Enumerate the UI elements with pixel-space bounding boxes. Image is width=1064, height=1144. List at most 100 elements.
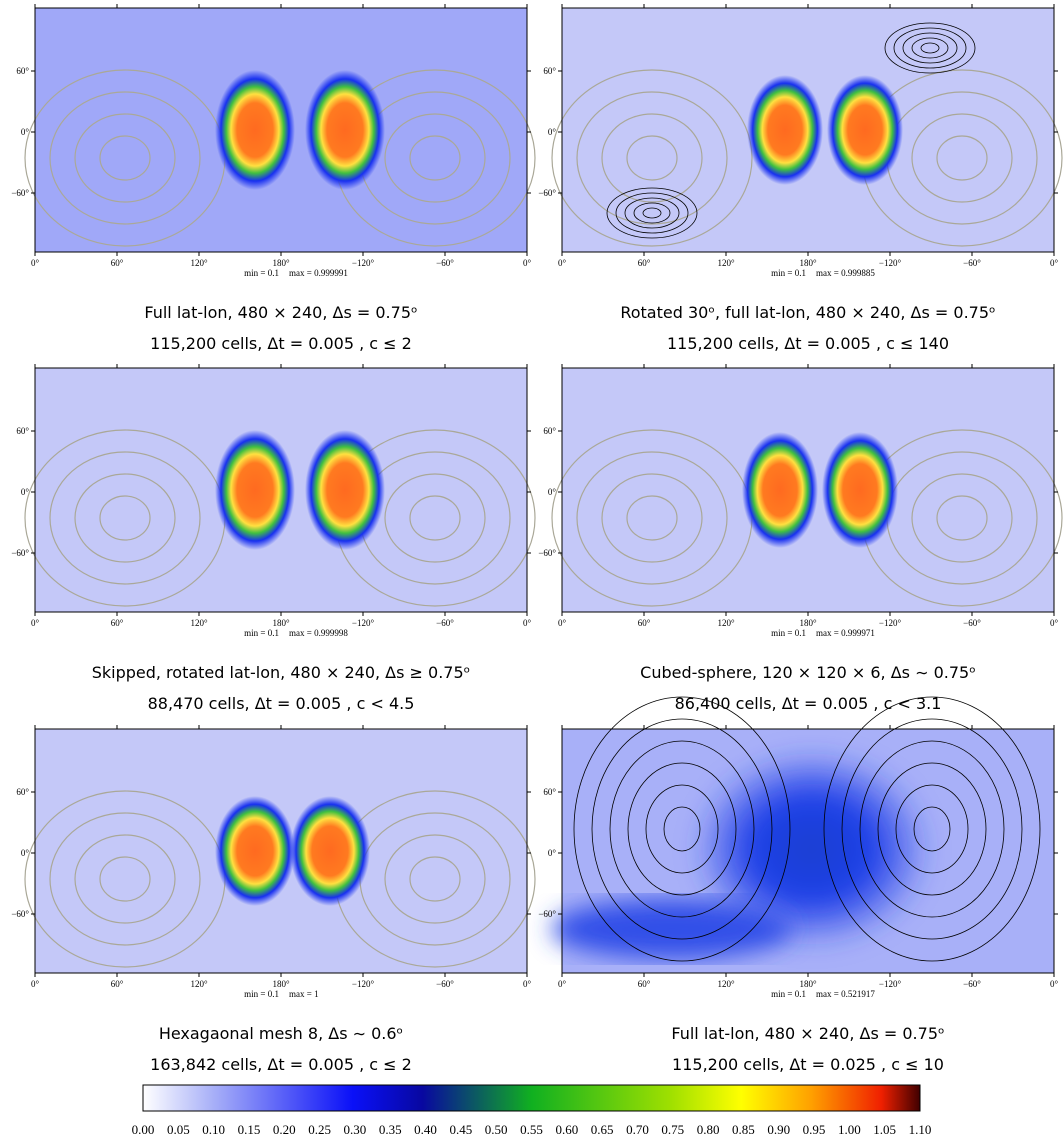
x-tick-label: 180° xyxy=(799,979,817,989)
tracer-blob xyxy=(305,70,385,190)
y-tick-label: 0° xyxy=(548,848,557,858)
x-tick-label: −120° xyxy=(879,618,902,628)
contour xyxy=(913,806,951,852)
colorbar-label: 0.90 xyxy=(767,1122,790,1137)
tracer-blob xyxy=(215,796,295,906)
contour xyxy=(626,135,678,181)
contour xyxy=(49,91,201,225)
x-tick-label: 180° xyxy=(272,979,290,989)
contour xyxy=(409,135,461,181)
max-label: max = 1 xyxy=(289,989,319,999)
caption: 115,200 cells, Δt = 0.005 , c ≤ 140 xyxy=(667,334,949,353)
y-tick-label: 0° xyxy=(21,127,30,137)
caption: Hexagaonal mesh 8, Δs ∼ 0.6ᵒ xyxy=(159,1024,403,1043)
y-tick-label: 60° xyxy=(543,426,556,436)
x-tick-label: 0° xyxy=(558,979,567,989)
colorbar-label: 1.10 xyxy=(909,1122,932,1137)
tracer-smear xyxy=(692,749,932,949)
contour xyxy=(936,495,988,541)
colorbar xyxy=(142,1084,921,1112)
x-tick-label: 60° xyxy=(111,979,124,989)
colorbar-label: 0.10 xyxy=(202,1122,225,1137)
y-tick-label: 0° xyxy=(21,487,30,497)
colorbar-label: 0.85 xyxy=(732,1122,755,1137)
x-tick-label: 0° xyxy=(31,258,40,268)
x-tick-label: −120° xyxy=(879,258,902,268)
colorbar-label: 0.95 xyxy=(803,1122,826,1137)
contour xyxy=(663,806,701,852)
x-tick-label: 180° xyxy=(799,258,817,268)
y-tick-label: 0° xyxy=(548,487,557,497)
x-tick-label: 60° xyxy=(111,618,124,628)
min-label: min = 0.1 xyxy=(771,268,806,278)
contour xyxy=(626,495,678,541)
x-tick-label: −60° xyxy=(963,979,981,989)
y-tick-label: −60° xyxy=(538,909,556,919)
colorbar-label: 0.70 xyxy=(626,1122,649,1137)
contour xyxy=(936,135,988,181)
y-tick-label: 60° xyxy=(16,787,29,797)
colorbar-label: 0.30 xyxy=(344,1122,367,1137)
x-tick-label: 180° xyxy=(272,258,290,268)
y-tick-label: −60° xyxy=(538,548,556,558)
contour xyxy=(624,197,680,229)
contour xyxy=(99,856,151,902)
y-tick-label: −60° xyxy=(538,188,556,198)
x-tick-label: 180° xyxy=(799,618,817,628)
contour xyxy=(49,812,201,946)
colorbar-label: 0.25 xyxy=(308,1122,331,1137)
contour xyxy=(615,192,689,234)
x-tick-label: 120° xyxy=(190,618,208,628)
x-tick-label: 0° xyxy=(31,618,40,628)
x-tick-label: 0° xyxy=(1050,979,1059,989)
y-tick-label: 60° xyxy=(543,787,556,797)
caption: Full lat-lon, 480 × 240, Δs = 0.75ᵒ xyxy=(144,303,417,322)
tracer-smear xyxy=(552,899,792,959)
tracer-blob xyxy=(742,432,818,548)
colorbar-label: 0.20 xyxy=(273,1122,296,1137)
x-tick-label: 0° xyxy=(558,258,567,268)
contour xyxy=(601,113,703,203)
colorbar-label: 0.05 xyxy=(167,1122,190,1137)
x-tick-label: −120° xyxy=(352,618,375,628)
max-label: max = 0.999991 xyxy=(289,268,348,278)
max-label: max = 0.999971 xyxy=(816,628,875,638)
x-tick-label: −60° xyxy=(963,618,981,628)
tracer-blob xyxy=(747,75,823,185)
colorbar-label: 0.65 xyxy=(591,1122,614,1137)
x-tick-label: −60° xyxy=(436,979,454,989)
tracer-blob xyxy=(215,430,295,550)
caption: 86,400 cells, Δt = 0.005 , c < 3.1 xyxy=(675,694,942,713)
y-tick-label: 60° xyxy=(16,426,29,436)
x-tick-label: −120° xyxy=(352,979,375,989)
min-label: min = 0.1 xyxy=(244,268,279,278)
contour xyxy=(859,740,1005,918)
x-tick-label: −120° xyxy=(879,979,902,989)
caption: Full lat-lon, 480 × 240, Δs = 0.75ᵒ xyxy=(671,1024,944,1043)
y-tick-label: 60° xyxy=(543,66,556,76)
tracer-blob xyxy=(822,432,898,548)
x-tick-label: −60° xyxy=(436,258,454,268)
colorbar-label: 0.80 xyxy=(697,1122,720,1137)
caption: Skipped, rotated lat-lon, 480 × 240, Δs … xyxy=(92,663,471,682)
contour xyxy=(576,91,728,225)
contour xyxy=(884,22,976,74)
contour xyxy=(49,451,201,585)
contour xyxy=(74,113,176,203)
x-tick-label: −60° xyxy=(436,618,454,628)
colorbar-label: 0.55 xyxy=(520,1122,543,1137)
contour xyxy=(384,834,486,924)
colorbar-label: 1.05 xyxy=(873,1122,896,1137)
contour xyxy=(893,27,967,69)
contour xyxy=(642,207,662,219)
x-tick-label: 0° xyxy=(523,258,532,268)
x-tick-label: 60° xyxy=(638,979,651,989)
x-tick-label: 120° xyxy=(190,979,208,989)
contour xyxy=(823,696,1041,962)
contour xyxy=(576,451,728,585)
x-tick-label: 120° xyxy=(717,258,735,268)
colorbar-label: 0.50 xyxy=(485,1122,508,1137)
y-tick-label: −60° xyxy=(11,909,29,919)
y-tick-label: −60° xyxy=(11,188,29,198)
